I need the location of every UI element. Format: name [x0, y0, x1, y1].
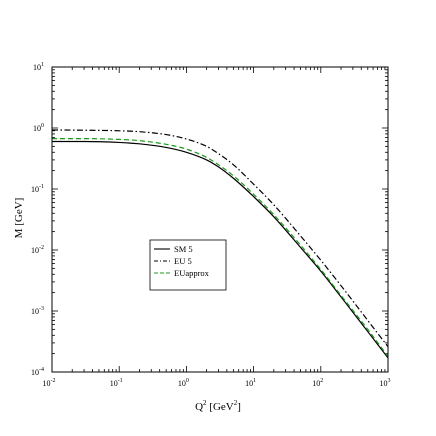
- series-line-1: [51, 129, 389, 348]
- y-tick-label: 101: [33, 62, 44, 72]
- x-axis-title-unit: [GeV: [207, 401, 234, 413]
- y-tick-label: 10-3: [31, 306, 44, 316]
- labels-layer: 10-2 10-1 100 101 102 103 10-4 10-3 10-2 10-1 100 1…: [31, 62, 391, 388]
- series-layer: [51, 129, 389, 359]
- legend-label-1: EU 5: [174, 256, 192, 266]
- legend-entries: SM 5 EU 5 EUapprox: [154, 244, 210, 278]
- ticks-layer: [51, 66, 389, 373]
- y-tick-label: 100: [33, 123, 44, 133]
- y-axis-title: M [GeV]: [13, 198, 25, 239]
- x-axis-title: Q2 [GeV2]: [195, 399, 241, 413]
- legend-label-0: SM 5: [174, 244, 193, 254]
- legend-label-2: EUapprox: [174, 268, 210, 278]
- x-axis-title-sup: 2: [203, 399, 207, 407]
- series-line-2: [52, 138, 389, 357]
- legend-box: [149, 239, 227, 291]
- y-tick-label: 10-4: [31, 367, 44, 377]
- y-tick-label: 10-1: [31, 184, 44, 194]
- series-line-0: [52, 140, 389, 359]
- plot-frame: [51, 66, 389, 373]
- x-axis-title-unit-close: ]: [237, 401, 241, 413]
- x-axis-title-base: Q: [195, 401, 203, 413]
- x-tick-label: 100: [178, 378, 189, 388]
- x-tick-label: 101: [245, 378, 256, 388]
- x-tick-label: 103: [380, 378, 391, 388]
- legend: SM 5 EU 5 EUapprox: [149, 239, 227, 291]
- y-tick-label: 10-2: [31, 245, 44, 255]
- x-tick-label: 10-1: [110, 378, 123, 388]
- x-tick-label: 10-2: [43, 378, 56, 388]
- x-axis-title-unit-sup: 2: [234, 399, 238, 407]
- x-tick-label: 102: [312, 378, 323, 388]
